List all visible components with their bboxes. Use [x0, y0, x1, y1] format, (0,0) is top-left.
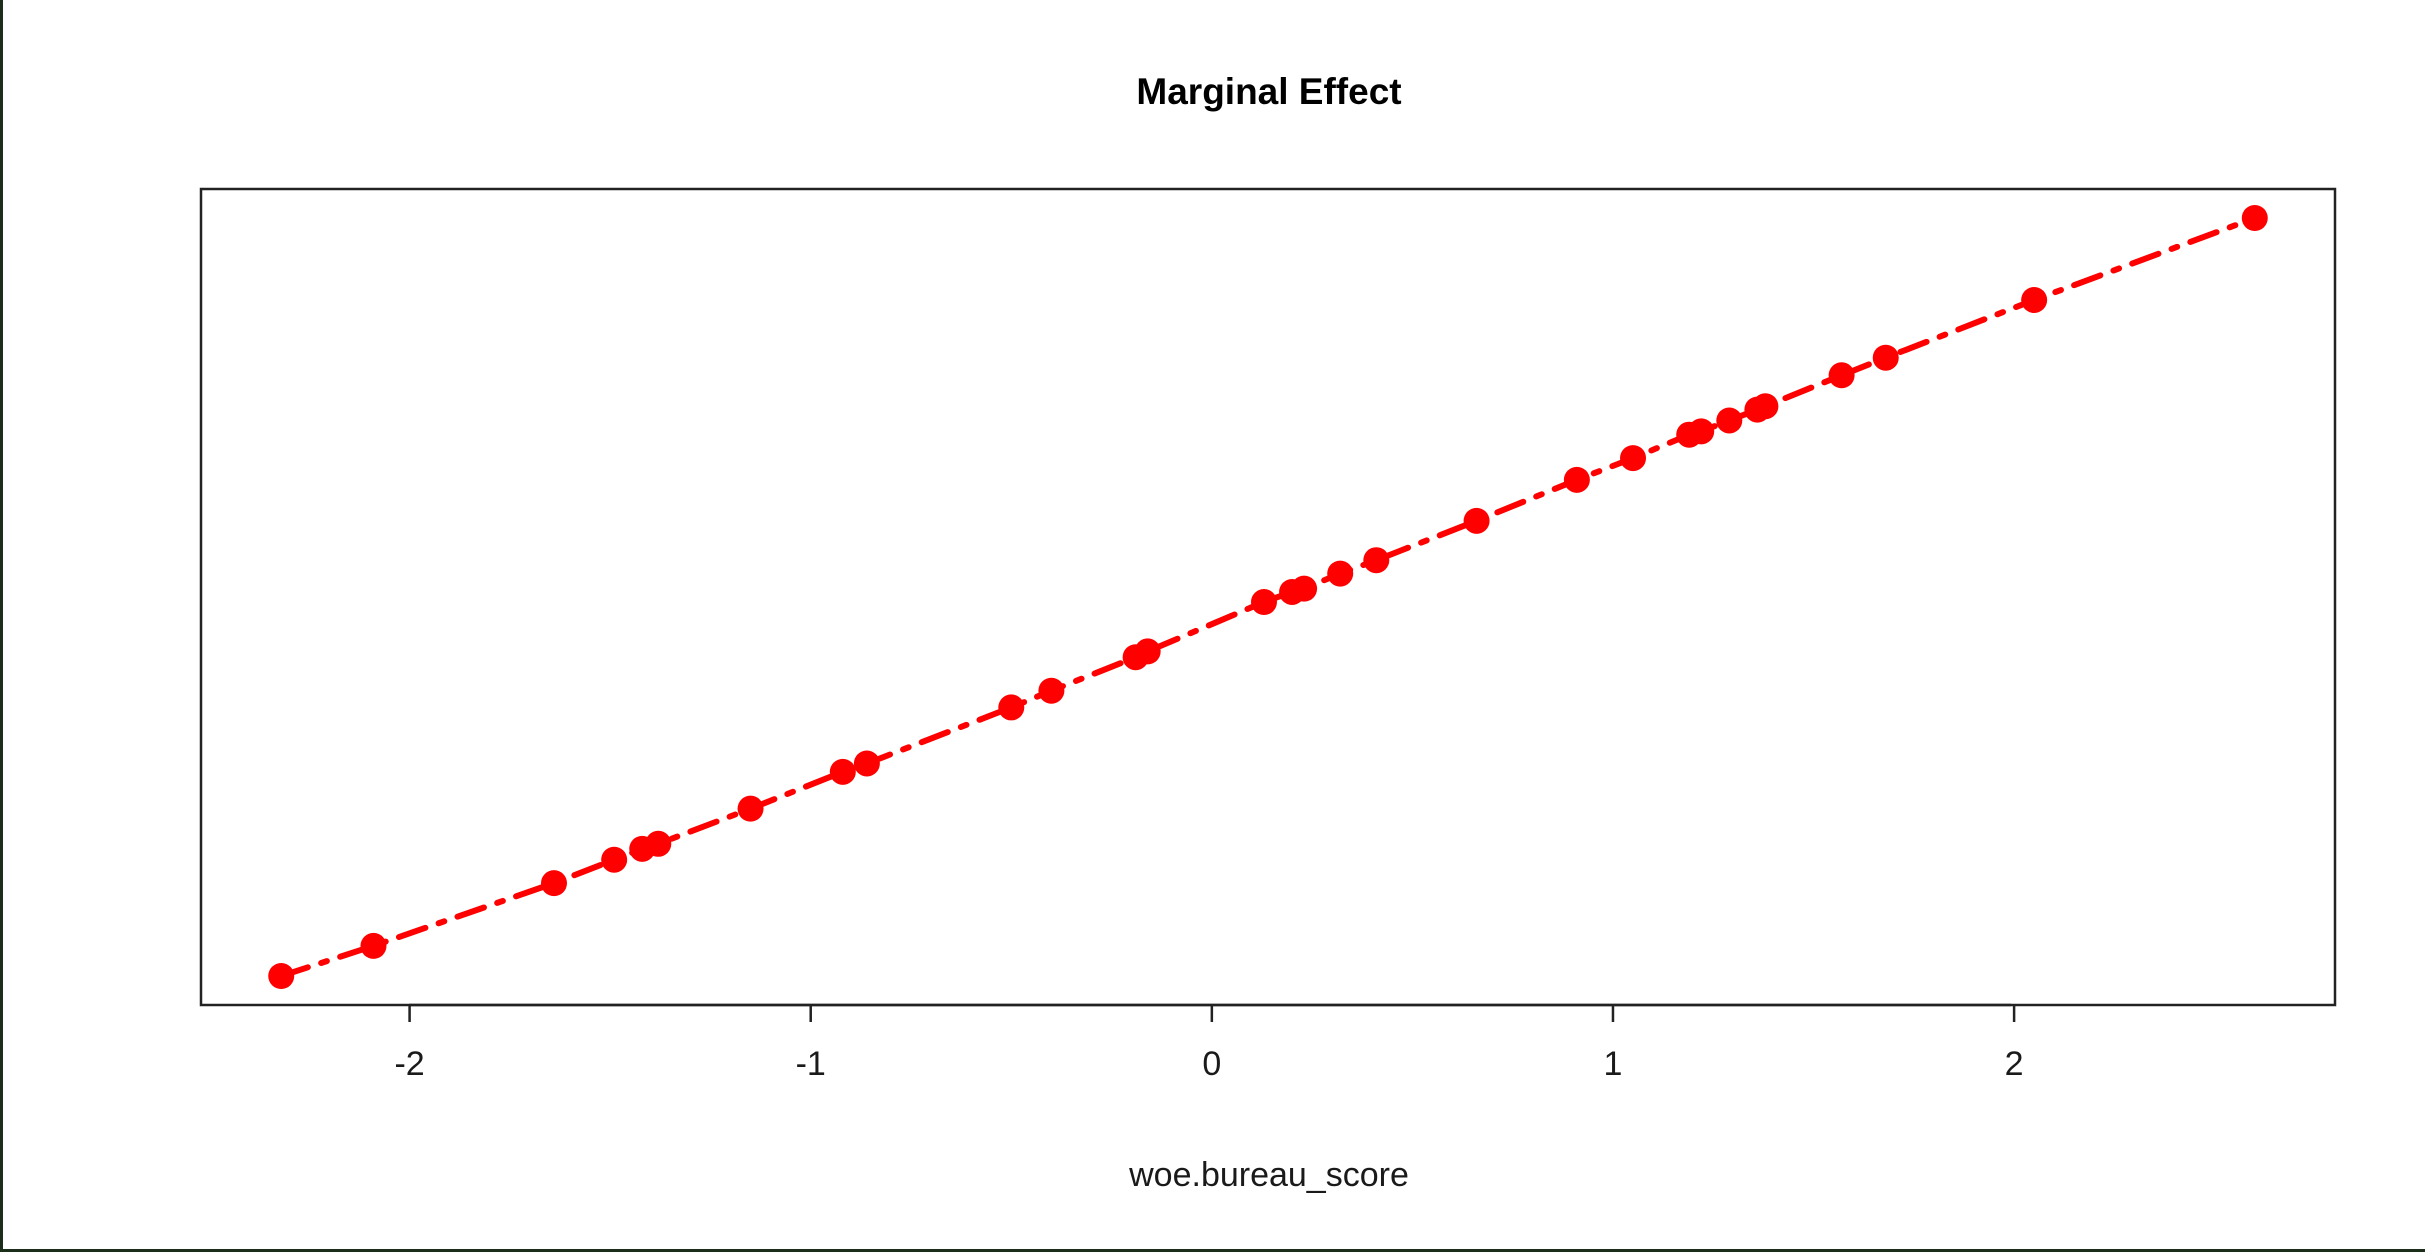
data-point [1563, 466, 1590, 493]
data-point [1752, 393, 1779, 420]
data-point [1038, 677, 1065, 704]
data-point [853, 750, 880, 777]
data-point [268, 963, 295, 989]
x-tick-label: 2 [2005, 1045, 2024, 1083]
series-layer [268, 205, 2268, 989]
x-tick-label: 1 [1604, 1045, 1623, 1083]
chart-title: Marginal Effect [1136, 71, 1401, 112]
data-point [2241, 205, 2268, 231]
x-tick-label: -1 [796, 1045, 826, 1083]
data-point [1291, 575, 1318, 602]
data-point [737, 795, 764, 822]
data-point [1620, 445, 1647, 472]
data-point [998, 694, 1025, 721]
data-point [540, 870, 567, 897]
data-point [2021, 286, 2048, 313]
data-point [1463, 507, 1490, 534]
data-point [1716, 407, 1743, 434]
x-tick-label: -2 [394, 1045, 424, 1083]
data-point [1872, 344, 1899, 371]
data-point [601, 846, 628, 873]
data-point [1327, 560, 1354, 587]
x-axis-ticks: -2 -1 0 1 2 [394, 1005, 2024, 1083]
data-point [1688, 418, 1715, 445]
data-point [360, 932, 387, 959]
x-tick-label: 0 [1202, 1045, 1221, 1083]
data-point [645, 830, 672, 857]
marginal-effect-chart: Marginal Effect -2 -1 0 1 2 woe.bureau_score [199, 71, 2337, 1194]
data-point [829, 758, 856, 785]
data-point [1250, 589, 1277, 616]
data-point [1134, 638, 1161, 665]
data-point [1363, 547, 1390, 574]
x-axis-label: woe.bureau_score [1128, 1156, 1409, 1194]
data-point [1828, 362, 1855, 389]
